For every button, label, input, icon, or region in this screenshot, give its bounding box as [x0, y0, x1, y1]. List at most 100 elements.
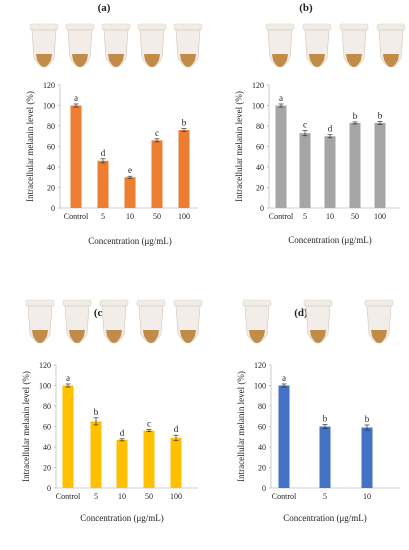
tube-2-4	[173, 299, 203, 344]
y-tick-label: 60	[43, 423, 51, 432]
tube-1-2	[339, 23, 369, 68]
significance-letter: d	[101, 148, 106, 158]
chart-panel-3: (d) 0 20 40 60 80 100 120 Intracellular melanin …	[236, 299, 400, 523]
y-tick-label: 80	[43, 402, 51, 411]
chart-panel-1: (b) 0 20 40 60 80 100 120 Intracellular melanin …	[234, 2, 406, 245]
y-tick-label: 40	[258, 443, 266, 452]
bar	[324, 136, 336, 208]
tube-1-1	[302, 23, 332, 68]
significance-letter: b	[365, 414, 370, 424]
tube-2-0	[25, 299, 55, 344]
y-tick-label: 40	[256, 163, 264, 172]
tube-cap	[303, 299, 333, 307]
tube-cap	[136, 299, 166, 307]
melanin-pellet	[309, 54, 325, 67]
tube-cap	[364, 299, 394, 307]
bar	[299, 133, 311, 208]
x-tick-label: Control	[56, 492, 81, 501]
bar	[275, 105, 287, 208]
bar	[143, 430, 155, 488]
significance-letter: b	[182, 118, 187, 128]
x-tick-label: Control	[269, 212, 294, 221]
bar	[349, 122, 361, 208]
tube-2-1	[62, 299, 92, 344]
chart-panel-0: (a) 0 20 40 60 80 100 120 Intracellular melanin …	[25, 2, 203, 246]
tube-cap	[137, 23, 167, 31]
x-tick-label: 100	[374, 212, 386, 221]
x-tick-label: 100	[170, 492, 182, 501]
y-tick-label: 120	[43, 81, 55, 90]
significance-letter: b	[353, 111, 358, 121]
tube-3-1	[303, 299, 333, 344]
y-tick-label: 0	[51, 204, 55, 213]
significance-letter: c	[147, 419, 151, 429]
bar	[178, 130, 190, 208]
panel-label: (d)	[294, 307, 308, 319]
x-tick-label: 50	[145, 492, 153, 501]
melanin-pellet	[106, 330, 122, 343]
panel-label: (b)	[299, 2, 313, 14]
melanin-pellet	[180, 54, 196, 67]
y-tick-label: 20	[47, 184, 55, 193]
tube-0-2	[101, 23, 131, 68]
melanin-pellet	[36, 54, 52, 67]
y-tick-label: 80	[256, 122, 264, 131]
y-tick-label: 20	[258, 464, 266, 473]
x-tick-label: 10	[126, 212, 134, 221]
x-tick-label: 10	[326, 212, 334, 221]
bar	[90, 421, 102, 488]
x-tick-label: 10	[118, 492, 126, 501]
tube-0-3	[137, 23, 167, 68]
bar	[151, 140, 163, 208]
y-axis-label: Intracellular melanin level (%)	[25, 91, 35, 202]
x-axis-label: Concentration (μg/mL)	[288, 235, 372, 245]
tube-cap	[65, 23, 95, 31]
significance-letter: d	[120, 428, 125, 438]
x-axis-label: Concentration (μg/mL)	[80, 513, 164, 523]
y-tick-label: 20	[256, 184, 264, 193]
tube-cap	[99, 299, 129, 307]
melanin-pellet	[144, 54, 160, 67]
tube-2-3	[136, 299, 166, 344]
bar	[97, 160, 109, 208]
significance-letter: c	[155, 128, 159, 138]
melanin-pellet	[108, 54, 124, 67]
tube-cap	[25, 299, 55, 307]
x-tick-label: Control	[64, 212, 89, 221]
melanin-pellet	[180, 330, 196, 343]
bar	[116, 439, 128, 488]
melanin-pellet	[383, 54, 399, 67]
y-tick-label: 60	[47, 143, 55, 152]
melanin-pellet	[310, 330, 326, 343]
significance-letter: a	[74, 93, 78, 103]
x-tick-label: 5	[101, 212, 105, 221]
y-tick-label: 80	[258, 402, 266, 411]
melanin-pellet	[143, 330, 159, 343]
y-tick-label: 0	[47, 484, 51, 493]
melanin-pellet	[69, 330, 85, 343]
tube-cap	[265, 23, 295, 31]
tube-3-0	[242, 299, 272, 344]
y-tick-label: 0	[262, 484, 266, 493]
tube-3-2	[364, 299, 394, 344]
significance-letter: e	[128, 165, 132, 175]
bar	[361, 427, 373, 488]
x-axis-label: Concentration (μg/mL)	[88, 236, 172, 246]
significance-letter: d	[174, 424, 179, 434]
x-tick-label: 100	[178, 212, 190, 221]
tube-cap	[302, 23, 332, 31]
y-tick-label: 100	[254, 382, 266, 391]
bar	[70, 105, 82, 208]
x-tick-label: 50	[351, 212, 359, 221]
significance-letter: a	[279, 93, 283, 103]
melanin-pellet	[371, 330, 387, 343]
x-tick-label: Control	[272, 492, 297, 501]
tube-cap	[242, 299, 272, 307]
tube-cap	[101, 23, 131, 31]
y-tick-label: 120	[254, 361, 266, 370]
bar	[374, 122, 386, 208]
x-tick-label: 10	[363, 492, 371, 501]
y-tick-label: 120	[39, 361, 51, 370]
melanin-pellet	[346, 54, 362, 67]
